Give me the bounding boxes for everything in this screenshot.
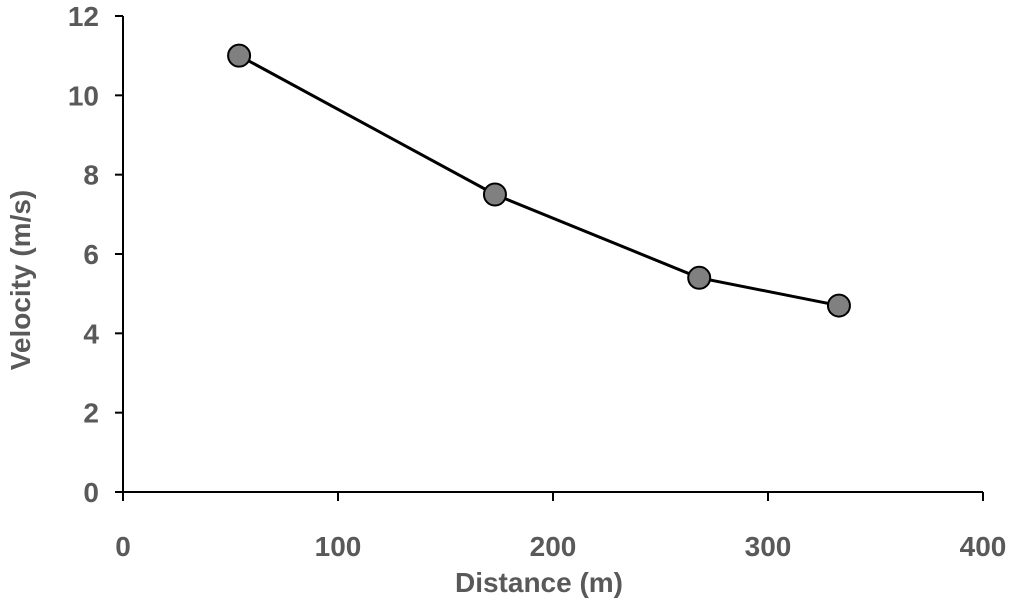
y-tick-label: 8 [83,160,99,191]
x-tick-label: 200 [530,531,577,562]
data-point [826,293,851,318]
data-point [482,182,507,207]
series-line [238,54,840,308]
y-axis-title: Velocity (m/s) [5,190,36,371]
y-tick-label: 12 [68,1,99,32]
x-axis-title: Distance (m) [455,567,623,598]
y-tick-label: 4 [83,318,99,349]
x-tick-label: 300 [745,531,792,562]
y-tick-label: 6 [83,239,99,270]
x-tick-label: 100 [315,531,362,562]
y-axis-ticks: 0 2 4 6 8 10 12 [68,1,123,508]
data-point [687,265,712,290]
series-layer [227,43,851,318]
y-tick-label: 0 [83,477,99,508]
x-tick-label: 400 [960,531,1007,562]
x-axis-ticks: 0 100 200 300 400 [115,492,1006,562]
y-tick-label: 2 [83,398,99,429]
data-point [227,43,252,68]
y-tick-label: 10 [68,80,99,111]
x-tick-label: 0 [115,531,131,562]
